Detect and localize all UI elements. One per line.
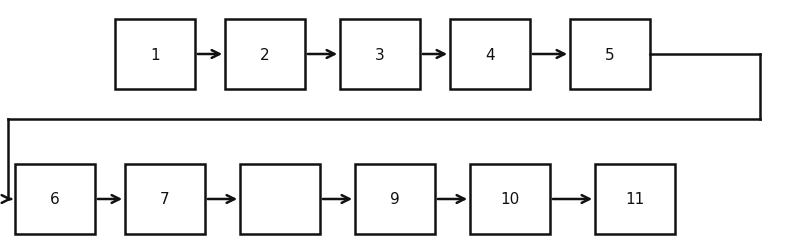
Bar: [15, 164, 95, 234]
Text: 4: 4: [485, 47, 495, 62]
Bar: [125, 164, 205, 234]
Text: 9: 9: [390, 192, 400, 207]
Text: 7: 7: [160, 192, 170, 207]
Bar: [470, 164, 550, 234]
Text: 6: 6: [50, 192, 60, 207]
Bar: [225, 20, 305, 90]
Text: 11: 11: [626, 192, 645, 207]
Bar: [450, 20, 530, 90]
Bar: [595, 164, 675, 234]
Bar: [570, 20, 650, 90]
Text: 2: 2: [260, 47, 270, 62]
Text: 1: 1: [150, 47, 160, 62]
Bar: [340, 20, 420, 90]
Text: 10: 10: [500, 192, 520, 207]
Text: 3: 3: [375, 47, 385, 62]
Bar: [355, 164, 435, 234]
Bar: [115, 20, 195, 90]
Bar: [240, 164, 320, 234]
Text: 5: 5: [605, 47, 615, 62]
